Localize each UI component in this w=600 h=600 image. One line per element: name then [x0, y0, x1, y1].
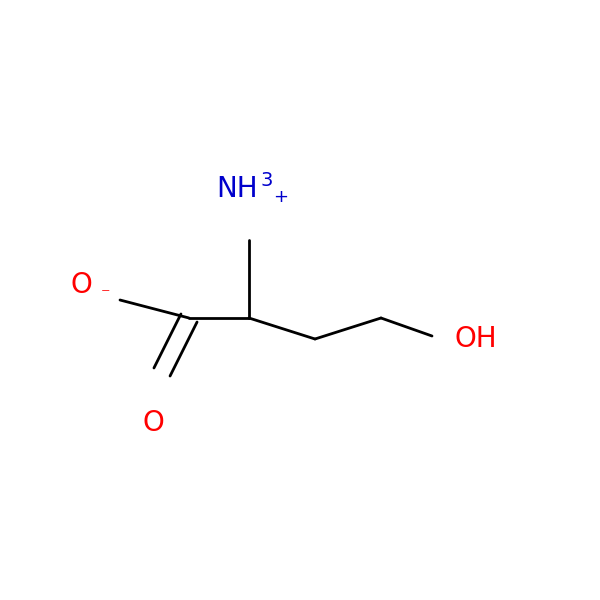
- Text: O: O: [70, 271, 92, 299]
- Text: 3: 3: [261, 170, 273, 190]
- Text: +: +: [274, 188, 289, 206]
- Text: O: O: [142, 409, 164, 437]
- Text: ⁻: ⁻: [101, 286, 110, 304]
- Text: NH: NH: [216, 175, 258, 203]
- Text: OH: OH: [455, 325, 497, 353]
